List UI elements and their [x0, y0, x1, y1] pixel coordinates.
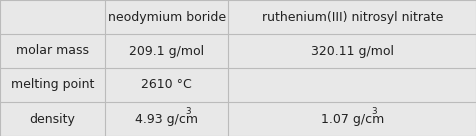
Text: molar mass: molar mass — [16, 44, 89, 58]
Text: melting point: melting point — [10, 78, 94, 92]
Text: 3: 3 — [371, 107, 377, 116]
Text: neodymium boride: neodymium boride — [108, 10, 226, 24]
Text: ruthenium(III) nitrosyl nitrate: ruthenium(III) nitrosyl nitrate — [261, 10, 443, 24]
Text: 320.11 g/mol: 320.11 g/mol — [311, 44, 394, 58]
Text: 2610 °C: 2610 °C — [141, 78, 192, 92]
Text: 4.93 g/cm: 4.93 g/cm — [135, 112, 198, 126]
Text: density: density — [30, 112, 75, 126]
Text: 3: 3 — [185, 107, 191, 116]
Text: 209.1 g/mol: 209.1 g/mol — [129, 44, 204, 58]
Text: 1.07 g/cm: 1.07 g/cm — [321, 112, 384, 126]
